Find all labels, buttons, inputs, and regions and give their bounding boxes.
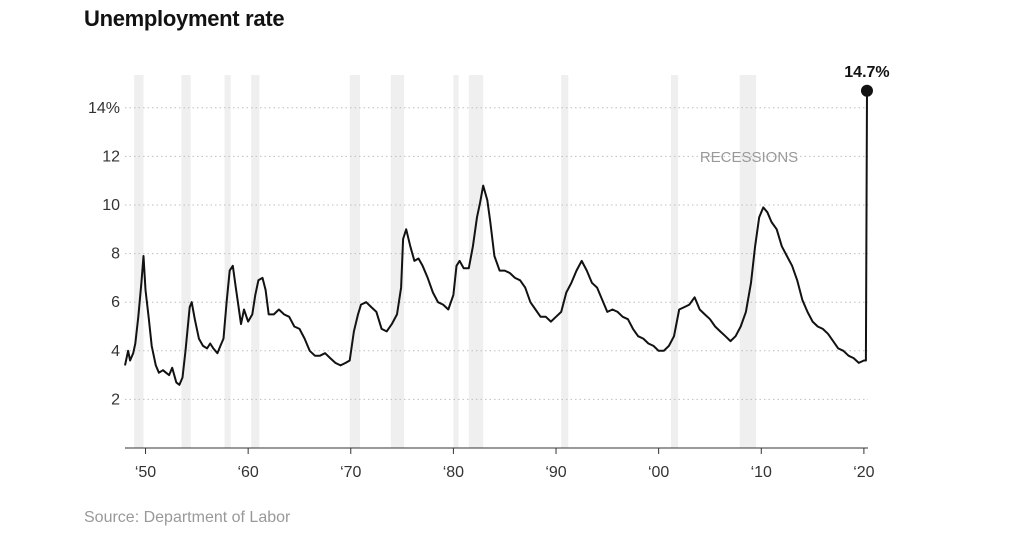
- y-tick-label: 12: [102, 148, 120, 165]
- x-tick-label: ‘50: [135, 464, 156, 481]
- chart-title: Unemployment rate: [84, 6, 285, 31]
- recession-band: [251, 75, 260, 448]
- recession-band: [468, 75, 484, 448]
- peak-label: 14.7%: [844, 64, 889, 81]
- y-tick-label: 8: [111, 246, 120, 263]
- series-line: [124, 90, 868, 386]
- x-tick-label: ‘80: [443, 464, 464, 481]
- recession-band: [349, 75, 361, 448]
- recession-band: [134, 75, 144, 448]
- y-tick-label: 10: [102, 197, 120, 214]
- x-tick-label: ‘00: [648, 464, 669, 481]
- y-tick-label: 6: [111, 294, 120, 311]
- recession-band: [224, 75, 231, 448]
- x-tick-label: ‘20: [853, 464, 874, 481]
- x-tick-label: ‘10: [751, 464, 772, 481]
- recession-band: [561, 75, 569, 448]
- recession-band: [739, 75, 757, 448]
- line-chart: 2 4 6 8 10 12 14% ‘50 ‘60 ‘70 ‘80 ‘90 ‘00 ‘10 ‘20 RECE…: [88, 64, 890, 481]
- recession-bands: [134, 75, 757, 448]
- peak-marker: [860, 84, 873, 97]
- x-tick-label: ‘70: [340, 464, 361, 481]
- recession-band: [181, 75, 191, 448]
- axes: 2 4 6 8 10 12 14% ‘50 ‘60 ‘70 ‘80 ‘90 ‘00 ‘10 ‘20: [88, 100, 875, 481]
- annotations: RECESSIONS 14.7%: [700, 64, 890, 166]
- recession-band: [390, 75, 405, 448]
- y-tick-label: 14%: [88, 100, 120, 117]
- recession-band: [453, 75, 459, 448]
- unemployment-line: [124, 90, 868, 386]
- y-tick-label: 4: [111, 343, 120, 360]
- x-tick-label: ‘60: [237, 464, 258, 481]
- x-tick-label: ‘90: [545, 464, 566, 481]
- y-tick-label: 2: [111, 391, 120, 408]
- recessions-label: RECESSIONS: [700, 149, 798, 166]
- source-note: Source: Department of Labor: [84, 509, 291, 526]
- recession-band: [670, 75, 679, 448]
